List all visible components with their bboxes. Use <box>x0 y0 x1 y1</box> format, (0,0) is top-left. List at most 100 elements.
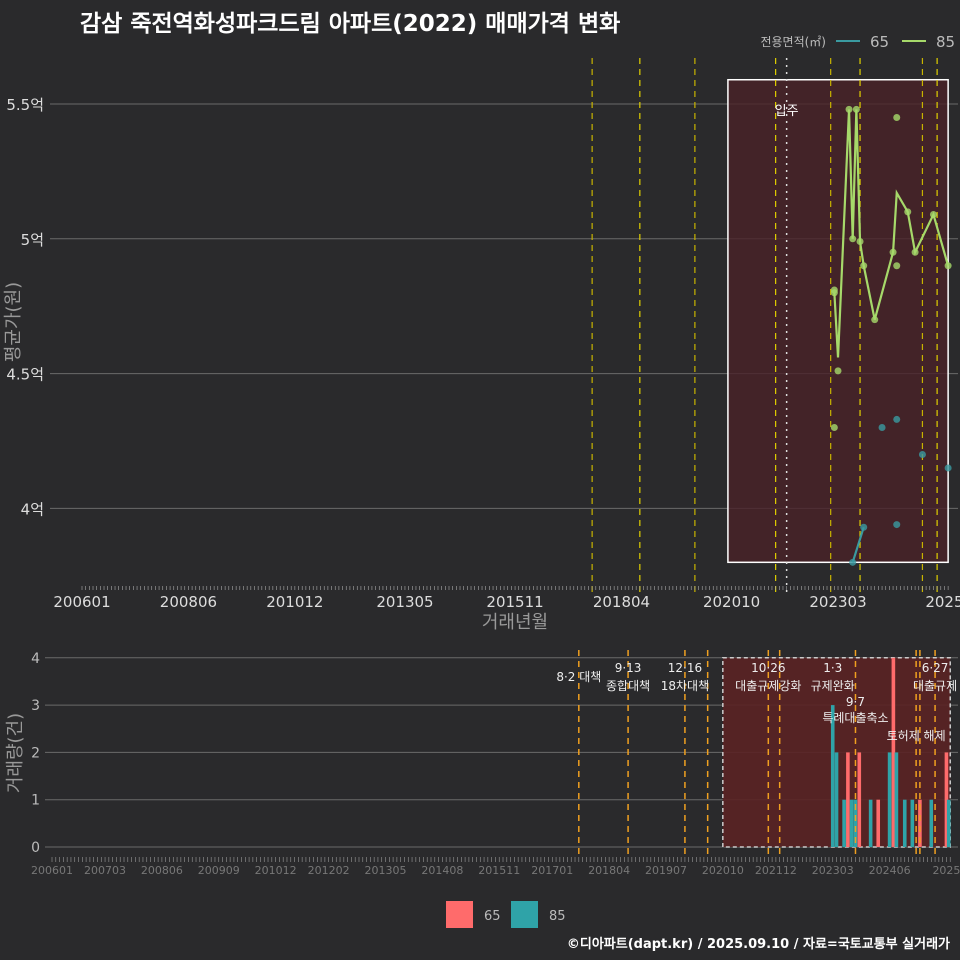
y-tick-label: 5억 <box>21 231 44 249</box>
policy-annotation: 18차대책 <box>661 678 709 693</box>
data-point-85 <box>944 262 952 270</box>
footer-credit: ©디아파트(dapt.kr) / 2025.09.10 / 자료=국토교통부 실… <box>566 937 950 952</box>
y-tick-label: 4.5억 <box>6 366 44 384</box>
bar-85 <box>894 752 899 847</box>
x-tick-label: 2025 <box>925 593 960 611</box>
x-tick-label: 201012 <box>255 864 297 877</box>
x-tick-label: 202010 <box>702 864 744 877</box>
x-tick-label: 201804 <box>588 864 630 877</box>
bar-85 <box>910 799 915 847</box>
x-tick-label: 201511 <box>478 864 520 877</box>
y-tick-label: 4억 <box>21 500 44 518</box>
x-tick-label: 200909 <box>198 864 240 877</box>
y-tick-label: 0 <box>31 840 40 856</box>
x-tick-label: 200703 <box>84 864 126 877</box>
data-point-85 <box>830 286 838 294</box>
bar-85 <box>887 752 892 847</box>
policy-annotation: 규제완화 <box>811 679 855 693</box>
x-tick-label: 201012 <box>266 593 323 611</box>
bar-85 <box>946 799 951 847</box>
policy-annotation: 9·13 <box>615 661 642 675</box>
x-tick-label: 201202 <box>308 864 350 877</box>
bar-85 <box>842 799 846 847</box>
x-tick-label: 201408 <box>421 864 463 877</box>
data-point-85 <box>845 105 853 113</box>
policy-annotation: 12·16 <box>668 661 702 675</box>
x-tick-label: 202303 <box>809 593 866 611</box>
data-point-85 <box>871 316 879 324</box>
bar-65 <box>918 799 922 847</box>
data-point-85 <box>893 262 901 270</box>
x-tick-label: 200806 <box>141 864 183 877</box>
policy-annotation: 1·3 <box>823 661 842 675</box>
x-tick-label: 200806 <box>160 593 217 611</box>
move-in-label: 입주 <box>775 104 799 119</box>
bar-85 <box>834 752 839 847</box>
data-point-85 <box>889 248 897 256</box>
bar-65 <box>876 799 881 847</box>
data-point-65 <box>849 558 857 566</box>
data-point-65 <box>878 424 886 432</box>
series-line-65 <box>851 526 865 563</box>
x-tick-label: 202406 <box>869 864 911 877</box>
x-tick-label: 202112 <box>755 864 797 877</box>
data-point-65 <box>893 415 901 423</box>
bar-85 <box>902 799 907 847</box>
chart-title: 감삼 죽전역화성파크드림 아파트(2022) 매매가격 변화 <box>80 11 621 37</box>
highlight-box <box>727 78 949 564</box>
data-point-85 <box>860 262 868 270</box>
x-tick-label: 200601 <box>31 864 73 877</box>
bar-65 <box>857 752 862 847</box>
bar-85 <box>868 799 873 847</box>
legend-key-85 <box>511 901 538 928</box>
data-point-65 <box>893 521 901 529</box>
y-tick-label: 4 <box>31 651 40 667</box>
legend-key-65 <box>446 901 473 928</box>
data-point-85 <box>852 105 860 113</box>
y-axis-title: 평균가(원) <box>3 282 24 362</box>
data-point-85 <box>904 208 912 216</box>
x-tick-label: 202010 <box>703 593 760 611</box>
policy-annotation: 9·7 <box>846 695 865 709</box>
x-tick-label: 202303 <box>812 864 854 877</box>
series-line-85 <box>833 109 950 358</box>
data-point-85 <box>893 113 901 121</box>
data-point-85 <box>856 237 864 245</box>
bar-85 <box>929 799 934 847</box>
x-tick-label: 201305 <box>365 864 407 877</box>
legend-label: 85 <box>936 33 955 51</box>
policy-annotation: 8·2 대책 <box>556 669 601 684</box>
bar-85 <box>830 705 835 847</box>
y-tick-label: 1 <box>31 793 40 809</box>
x-tick-label: 201305 <box>376 593 433 611</box>
bar-85 <box>853 799 858 847</box>
x-axis-title: 거래년월 <box>482 612 548 633</box>
x-tick-label: 201907 <box>645 864 687 877</box>
data-point-65 <box>918 450 926 458</box>
data-point-85 <box>849 235 857 243</box>
y-axis-title: 거래량(건) <box>5 713 26 793</box>
y-tick-label: 5.5억 <box>6 96 44 114</box>
legend-title: 전용면적(㎡) <box>760 35 826 49</box>
bar-85 <box>849 799 854 847</box>
data-point-85 <box>834 367 842 375</box>
x-tick-label: 201511 <box>486 593 543 611</box>
policy-annotation: 6·27 <box>922 661 949 675</box>
policy-annotation: 종합대책 <box>606 678 650 693</box>
policy-annotation: 대출규제 <box>913 679 957 693</box>
x-tick-label: 2025 <box>932 864 960 877</box>
bar-65 <box>944 752 949 847</box>
data-point-85 <box>911 248 919 256</box>
legend-label: 85 <box>549 909 566 924</box>
bar-65 <box>846 752 850 847</box>
data-point-85 <box>830 424 838 432</box>
data-point-85 <box>929 211 937 219</box>
x-tick-label: 201804 <box>593 593 650 611</box>
data-point-65 <box>944 464 952 472</box>
y-tick-label: 3 <box>31 698 40 714</box>
policy-annotation: 특례대출축소 <box>822 711 888 725</box>
policy-annotation: 토허제 해제 <box>887 729 946 743</box>
bar-65 <box>891 657 896 847</box>
policy-annotation: 10·26 <box>751 661 785 675</box>
